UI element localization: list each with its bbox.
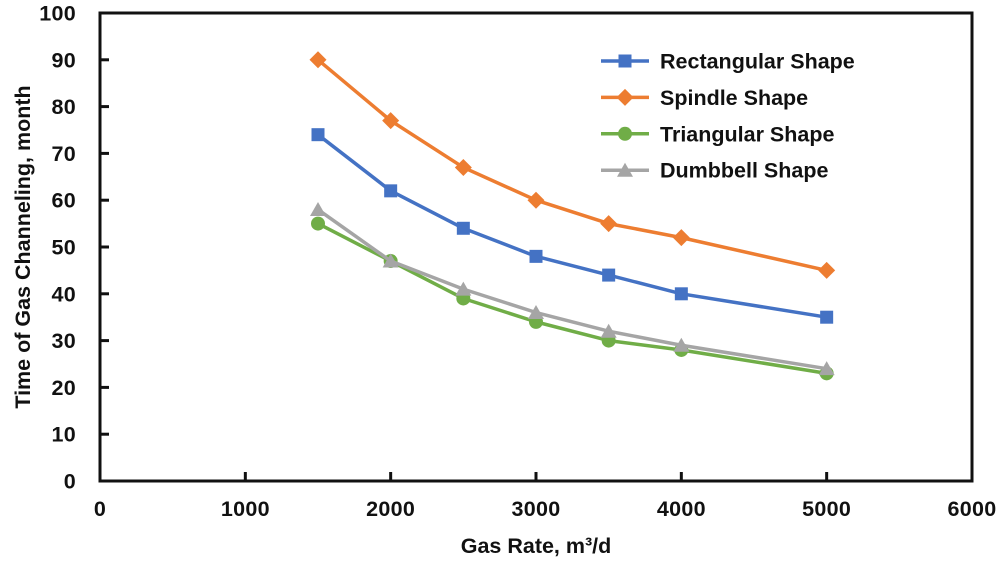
y-axis-tick-label: 20 [51, 376, 76, 400]
legend-item-triangular-shape: Triangular Shape [601, 122, 834, 146]
legend-label: Spindle Shape [660, 86, 808, 110]
series-rectangular-shape [311, 128, 834, 324]
x-axis-tick-label: 4000 [657, 497, 706, 521]
y-axis-tick-label: 100 [39, 2, 76, 26]
y-axis-tick-label: 90 [51, 48, 76, 72]
series-marker-rectangular-shape [820, 310, 834, 324]
y-axis-title: Time of Gas Channeling, month [11, 85, 35, 408]
legend-label: Dumbbell Shape [660, 159, 828, 183]
series-marker-rectangular-shape [311, 128, 325, 142]
legend-circle-icon [618, 126, 632, 141]
series-line-triangular-shape [316, 221, 829, 376]
series-marker-spindle-shape [454, 158, 472, 176]
x-axis-tick-label: 5000 [802, 497, 851, 521]
series-marker-dumbbell-shape [455, 281, 472, 296]
series-marker-rectangular-shape [384, 184, 398, 198]
legend-diamond-icon [616, 88, 634, 106]
legend-triangle-icon [617, 162, 633, 177]
legend-label: Triangular Shape [660, 122, 834, 146]
legend-square-icon [618, 54, 632, 68]
x-axis-tick-label: 0 [94, 497, 106, 521]
legend-item-dumbbell-shape: Dumbbell Shape [601, 159, 828, 183]
series-marker-rectangular-shape [456, 221, 470, 235]
y-axis-tick-label: 70 [51, 142, 76, 166]
series-marker-dumbbell-shape [818, 361, 835, 376]
y-axis-tick-label: 10 [51, 423, 76, 447]
plot-frame [98, 11, 974, 483]
series-marker-triangular-shape [311, 216, 325, 231]
x-axis-tick-label: 3000 [511, 497, 560, 521]
series-marker-spindle-shape [309, 51, 327, 69]
series-marker-dumbbell-shape [528, 305, 544, 320]
series-marker-dumbbell-shape [310, 202, 326, 217]
x-axis-tick-label: 6000 [947, 497, 996, 521]
series-marker-dumbbell-shape [600, 323, 617, 338]
y-axis-tick-label: 40 [51, 282, 76, 306]
series-line-dumbbell-shape [316, 207, 829, 371]
series-marker-spindle-shape [600, 215, 618, 233]
series-marker-rectangular-shape [674, 287, 688, 301]
legend-item-spindle-shape: Spindle Shape [601, 86, 808, 110]
series-dumbbell-shape [310, 202, 835, 376]
series-marker-dumbbell-shape [673, 337, 690, 352]
series-marker-spindle-shape [527, 191, 545, 209]
legend-label: Rectangular Shape [660, 50, 855, 74]
legend-item-rectangular-shape: Rectangular Shape [601, 50, 855, 74]
series-spindle-shape [309, 51, 836, 279]
y-axis-tick-label: 30 [51, 329, 76, 353]
y-axis-tick-label: 80 [51, 95, 76, 119]
series-marker-spindle-shape [672, 229, 690, 247]
y-axis-tick-label: 0 [64, 470, 76, 494]
series-marker-spindle-shape [818, 261, 836, 279]
x-axis-title: Gas Rate, m³/d [461, 534, 612, 558]
x-axis-tick-label: 1000 [221, 497, 270, 521]
series-marker-rectangular-shape [602, 268, 616, 282]
series-marker-rectangular-shape [529, 249, 543, 263]
y-axis-tick-label: 50 [51, 236, 76, 260]
y-axis-tick-label: 60 [51, 189, 76, 213]
series-marker-dumbbell-shape [382, 253, 399, 268]
series-marker-spindle-shape [382, 112, 400, 130]
x-axis-tick-label: 2000 [366, 497, 415, 521]
